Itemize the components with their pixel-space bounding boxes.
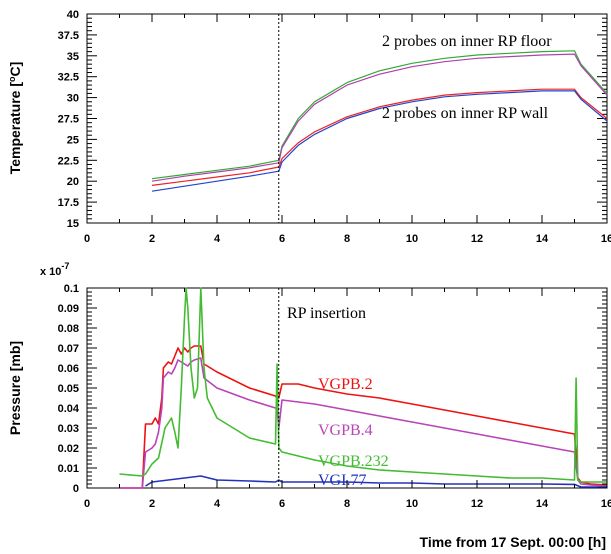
temperature-x-tick-label: 14 (536, 233, 549, 245)
temperature-y-tick-label: 15 (67, 218, 79, 230)
temperature-y-tick-label: 35 (67, 51, 79, 63)
temperature-x-tick-label: 0 (84, 233, 90, 245)
pressure-y-tick-label: 0.09 (58, 303, 79, 315)
pressure-y-tick-label: 0.02 (58, 443, 79, 455)
pressure-y-tick-label: 0.08 (58, 323, 79, 335)
pressure-x-tick-label: 8 (344, 498, 350, 510)
y-scale-exp: -7 (61, 261, 69, 271)
temperature-y-tick-label: 17.5 (58, 197, 79, 209)
temperature-ticks: 0 2 4 6 8 10 12 14 16 15 17.5 20 22.5 25 27.5 30 32.5 35 3… (58, 9, 611, 245)
temperature-x-tick-label: 4 (214, 233, 221, 245)
annotation-floor: 2 probes on inner RP floor (382, 33, 552, 50)
annotation-wall: 2 probes on inner RP wall (382, 105, 549, 122)
pressure-x-tick-label: 0 (84, 498, 90, 510)
pressure-y-tick-label: 0 (73, 483, 79, 495)
pressure-ylabel: Pressure [mb] (7, 341, 23, 435)
temperature-y-tick-label: 32.5 (58, 72, 79, 84)
legend-vgpb4: VGPB.4 (318, 422, 373, 439)
temperature-y-tick-label: 22.5 (58, 155, 79, 167)
temperature-y-tick-label: 25 (67, 134, 79, 146)
temperature-series-line-1 (151, 53, 608, 182)
temperature-ylabel-sup: o (7, 76, 17, 82)
temperature-ylabel-main: Temperature [ (7, 82, 23, 175)
pressure-y-tick-label: 0.04 (58, 403, 80, 415)
legend-vgpb2: VGPB.2 (318, 376, 373, 393)
legend-vgpb232: VGPB.232 (318, 453, 389, 470)
y-scale-factor: x 10-7 (40, 261, 69, 278)
pressure-x-tick-label: 2 (149, 498, 155, 510)
temperature-x-tick-label: 16 (601, 233, 611, 245)
pressure-x-tick-label: 4 (214, 498, 221, 510)
pressure-y-tick-label: 0.1 (64, 283, 79, 295)
temperature-series-line-3 (151, 90, 608, 192)
pressure-x-tick-label: 10 (406, 498, 418, 510)
pressure-xlabel: Time from 17 Sept. 00:00 [h] (420, 534, 606, 550)
pressure-x-tick-label: 14 (536, 498, 549, 510)
temperature-y-tick-label: 27.5 (58, 114, 79, 126)
temperature-panel: 0 2 4 6 8 10 12 14 16 15 17.5 20 22.5 25 27.5 30 32.5 35 3… (7, 9, 611, 245)
annotation-rp-insertion: RP insertion (287, 305, 366, 322)
pressure-x-tick-label: 16 (601, 498, 611, 510)
temperature-series-line-0 (151, 50, 608, 180)
legend-vgi77: VGI.77 (318, 472, 366, 489)
pressure-ticks: 0 2 4 6 8 10 12 14 16 0 0.01 0.02 0.03 0.04 0.05 0.06 0.… (58, 283, 611, 510)
pressure-series-line-2 (119, 287, 607, 483)
temperature-x-tick-label: 8 (344, 233, 350, 245)
pressure-series (119, 287, 608, 489)
pressure-x-tick-label: 12 (471, 498, 483, 510)
temperature-x-tick-label: 10 (406, 233, 418, 245)
pressure-panel: 0 2 4 6 8 10 12 14 16 0 0.01 0.02 0.03 0.04 0.05 0.06 0.… (7, 261, 611, 550)
temperature-series-line-2 (151, 88, 608, 186)
pressure-y-tick-label: 0.01 (58, 463, 79, 475)
temperature-ylabel: Temperature [oC] (7, 62, 23, 175)
pressure-x-tick-label: 6 (279, 498, 285, 510)
temperature-x-tick-label: 12 (471, 233, 483, 245)
pressure-y-tick-label: 0.05 (58, 383, 79, 395)
pressure-series-line-1 (119, 357, 608, 489)
pressure-y-tick-label: 0.03 (58, 423, 79, 435)
temperature-x-tick-label: 2 (149, 233, 155, 245)
pressure-y-tick-label: 0.06 (58, 363, 79, 375)
temperature-y-tick-label: 30 (67, 93, 79, 105)
y-scale-main: x 10 (40, 266, 61, 278)
temperature-series (151, 50, 608, 192)
temperature-ylabel-tail: C] (7, 62, 23, 77)
temperature-x-tick-label: 6 (279, 233, 285, 245)
temperature-y-tick-label: 40 (67, 9, 79, 21)
temperature-y-tick-label: 37.5 (58, 30, 79, 42)
pressure-series-line-3 (145, 475, 607, 488)
pressure-y-tick-label: 0.07 (58, 343, 79, 355)
temperature-y-tick-label: 20 (67, 176, 79, 188)
